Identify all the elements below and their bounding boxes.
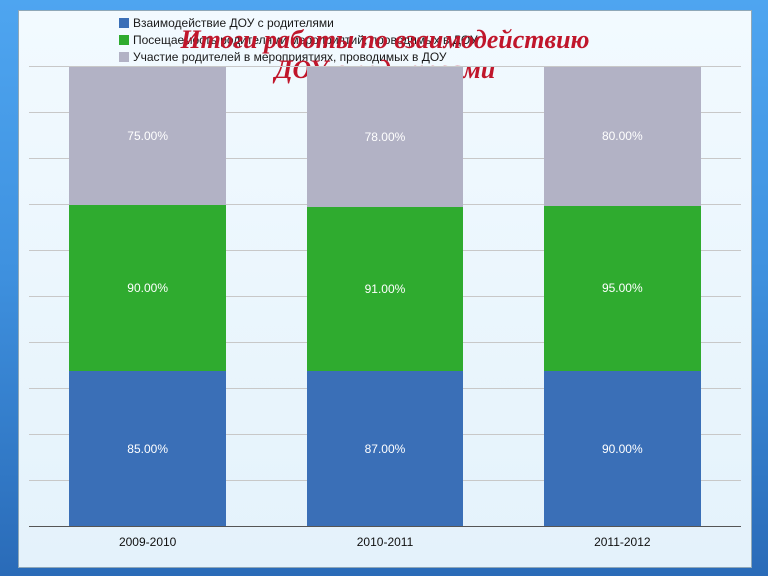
- legend: Взаимодействие ДОУ с родителями Посещаем…: [119, 15, 478, 66]
- x-axis-label: 2011-2012: [594, 535, 651, 549]
- bar-group: 90.00%95.00%80.00%: [544, 67, 701, 527]
- plot-area: 85.00%90.00%75.00%87.00%91.00%78.00%90.0…: [29, 67, 741, 527]
- bar-segment: 75.00%: [69, 67, 226, 205]
- legend-swatch: [119, 52, 129, 62]
- bar-segment: 90.00%: [544, 371, 701, 527]
- bar-segment: 91.00%: [307, 207, 464, 371]
- legend-item: Посещаемость родителями мероприятий, про…: [119, 32, 478, 48]
- x-axis-line: [29, 526, 741, 527]
- bar-segment: 85.00%: [69, 371, 226, 527]
- bar-segment: 80.00%: [544, 67, 701, 206]
- bar-segment: 87.00%: [307, 371, 464, 527]
- legend-label: Посещаемость родителями мероприятий, про…: [133, 32, 478, 48]
- bar-group: 85.00%90.00%75.00%: [69, 67, 226, 527]
- bar-segment: 78.00%: [307, 67, 464, 207]
- chart-panel: Взаимодействие ДОУ с родителями Посещаем…: [18, 10, 752, 568]
- legend-swatch: [119, 18, 129, 28]
- legend-label: Участие родителей в мероприятиях, провод…: [133, 49, 447, 65]
- x-axis-label: 2010-2011: [357, 535, 414, 549]
- legend-item: Участие родителей в мероприятиях, провод…: [119, 49, 478, 65]
- x-axis-labels: 2009-2010 2010-2011 2011-2012: [29, 535, 741, 555]
- legend-label: Взаимодействие ДОУ с родителями: [133, 15, 334, 31]
- bar-group: 87.00%91.00%78.00%: [307, 67, 464, 527]
- bar-segment: 90.00%: [69, 205, 226, 371]
- bar-segment: 95.00%: [544, 206, 701, 371]
- legend-item: Взаимодействие ДОУ с родителями: [119, 15, 478, 31]
- x-axis-label: 2009-2010: [119, 535, 176, 549]
- legend-swatch: [119, 35, 129, 45]
